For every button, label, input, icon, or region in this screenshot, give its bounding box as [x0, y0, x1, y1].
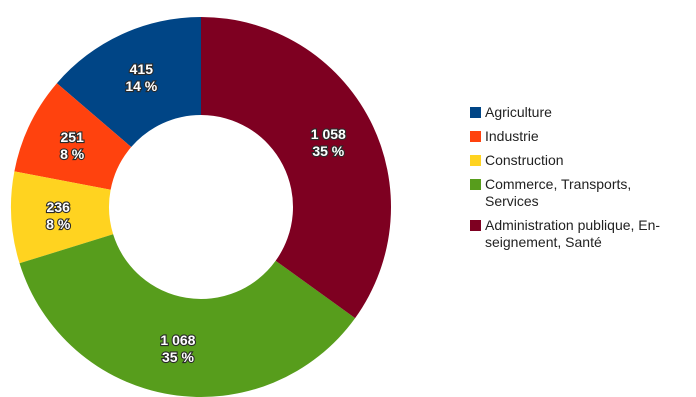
donut-slice — [19, 234, 356, 397]
donut-slice — [56, 17, 202, 148]
legend-item: Agriculture — [470, 104, 696, 121]
slice-value-label: 1 068 — [160, 332, 195, 348]
legend-label: Commerce, Transports, Services — [485, 176, 632, 209]
legend-swatch — [470, 179, 481, 190]
legend-item: Construction — [470, 152, 696, 169]
slice-percent-label: 8 % — [46, 216, 71, 232]
slice-percent-label: 14 % — [125, 78, 157, 94]
donut-slice — [14, 83, 132, 190]
legend-swatch — [470, 107, 481, 118]
slice-value-label: 415 — [130, 61, 154, 77]
donut-slices — [10, 17, 391, 397]
legend-item: Commerce, Transports, Services — [470, 176, 696, 210]
legend-label: Construction — [485, 152, 564, 168]
legend-label: Agriculture — [485, 104, 552, 120]
donut-slice — [10, 171, 114, 264]
chart-legend: Agriculture Industrie Construction Commerce… — [470, 104, 696, 258]
legend-label: Industrie — [485, 128, 539, 144]
slice-percent-label: 35 % — [312, 143, 344, 159]
legend-swatch — [470, 220, 481, 231]
legend-item: Administration publique, En- seignement,… — [470, 217, 696, 251]
donut-slice — [201, 17, 391, 319]
legend-item: Industrie — [470, 128, 696, 145]
slice-value-label: 251 — [61, 129, 85, 145]
legend-swatch — [470, 155, 481, 166]
slice-percent-label: 35 % — [162, 349, 194, 365]
slice-value-label: 1 058 — [311, 126, 346, 142]
slice-value-label: 236 — [47, 199, 71, 215]
legend-swatch — [470, 131, 481, 142]
slice-percent-label: 8 % — [60, 146, 85, 162]
legend-label: Administration publique, En- seignement,… — [485, 217, 661, 250]
